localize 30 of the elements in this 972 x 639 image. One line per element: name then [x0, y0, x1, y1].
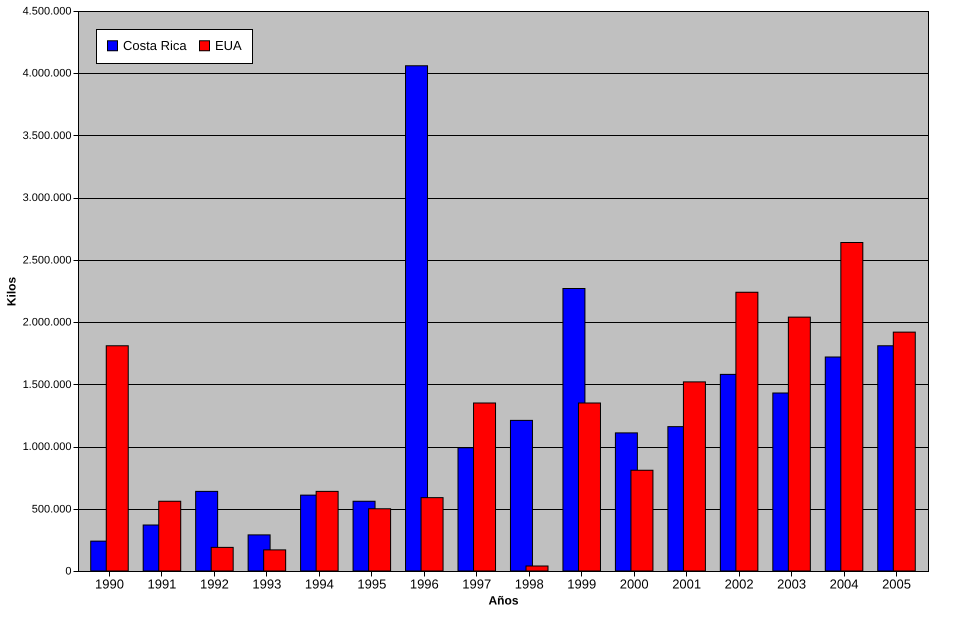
x-tick-label: 1997: [462, 576, 492, 592]
y-tick-label: 1.000.000: [22, 441, 72, 454]
y-tick-label: 2.000.000: [22, 316, 72, 329]
legend-label: Costa Rica: [123, 38, 188, 53]
x-tick-label: 2002: [724, 576, 754, 592]
x-tick-label: 1999: [567, 576, 596, 592]
y-tick-label: 0: [65, 566, 72, 578]
y-axis-title: Kilos: [4, 276, 19, 306]
x-tick-label: 1994: [304, 576, 334, 592]
y-tick-label: 4.000.000: [22, 68, 72, 80]
x-tick-label: 2000: [620, 576, 649, 592]
y-tick-label: 3.500.000: [22, 130, 72, 142]
x-tick-label: 1998: [514, 576, 544, 592]
x-tick-label: 1992: [200, 576, 229, 592]
x-axis-title: Años: [488, 594, 519, 608]
y-tick-label: 3.000.000: [22, 192, 72, 204]
x-tick-label: 1993: [252, 576, 282, 592]
x-tick-label: 2001: [672, 576, 702, 592]
x-tick-label: 1991: [147, 576, 176, 592]
x-tick-label: 2004: [830, 576, 859, 592]
x-tick-label: 1995: [357, 576, 386, 592]
x-tick-label: 2005: [882, 576, 911, 592]
y-tick-label: 4.500.000: [22, 6, 72, 18]
x-tick-label: 2003: [777, 576, 806, 592]
legend-label: EUA: [215, 38, 242, 53]
y-tick-label: 2.500.000: [22, 254, 72, 266]
y-tick-label: 1.500.000: [22, 378, 72, 391]
y-tick-label: 500.000: [32, 503, 72, 516]
x-tick-label: 1996: [410, 576, 439, 592]
x-tick-label: 1990: [95, 576, 124, 592]
